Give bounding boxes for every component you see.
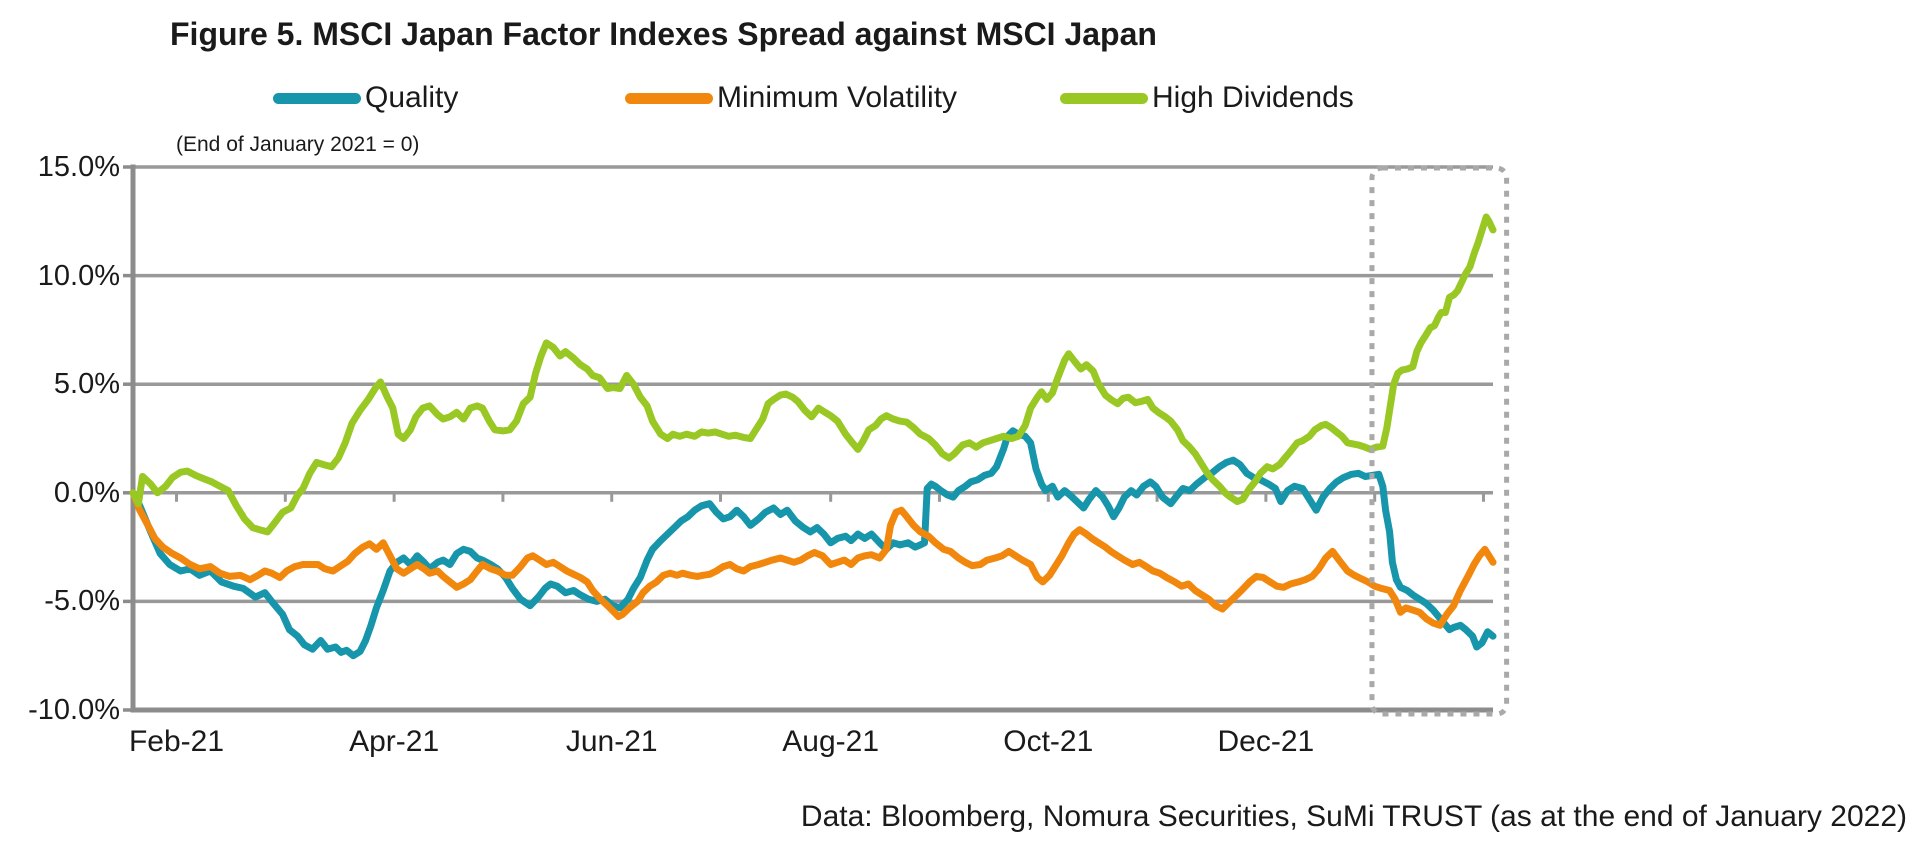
legend-swatch-quality	[273, 92, 361, 104]
chart-title: Figure 5. MSCI Japan Factor Indexes Spre…	[170, 16, 1157, 52]
legend-swatch-minimum-volatility	[625, 92, 713, 104]
source-note: Data: Bloomberg, Nomura Securities, SuMi…	[800, 800, 1907, 833]
y-axis-label-0.0%: 0.0%	[53, 476, 120, 509]
x-axis-label-Dec-21: Dec-21	[1217, 725, 1315, 758]
legend-label-high-dividends: High Dividends	[1152, 81, 1354, 114]
plot-area	[123, 164, 1510, 717]
legend-label-minimum-volatility: Minimum Volatility	[717, 81, 958, 114]
y-axis-label-15.0%: 15.0%	[37, 151, 120, 183]
x-axis-label-Feb-21: Feb-21	[128, 725, 225, 758]
y-axis-label--10.0%: -10.0%	[28, 694, 120, 726]
x-axis-label-Aug-21: Aug-21	[782, 725, 880, 758]
highlight-box	[1369, 165, 1510, 717]
series-line-high-dividends	[129, 213, 1497, 536]
axis-base-note: (End of January 2021 = 0)	[176, 133, 420, 156]
legend-label-quality: Quality	[365, 81, 459, 114]
legend-item-quality: Quality	[273, 80, 458, 116]
x-axis-label-Apr-21: Apr-21	[349, 725, 440, 758]
series-line-quality	[129, 427, 1497, 660]
series-line-minimum-volatility	[129, 489, 1497, 629]
y-axis-label--5.0%: -5.0%	[44, 585, 120, 618]
x-axis-label-Jun-21: Jun-21	[565, 725, 658, 758]
legend-item-minimum-volatility: Minimum Volatility	[625, 80, 957, 116]
x-axis-label-Oct-21: Oct-21	[1003, 725, 1094, 758]
y-axis-label-5.0%: 5.0%	[53, 368, 120, 401]
legend-item-high-dividends: High Dividends	[1060, 80, 1354, 116]
y-axis-label-10.0%: 10.0%	[37, 259, 120, 292]
legend-swatch-high-dividends	[1060, 92, 1148, 104]
